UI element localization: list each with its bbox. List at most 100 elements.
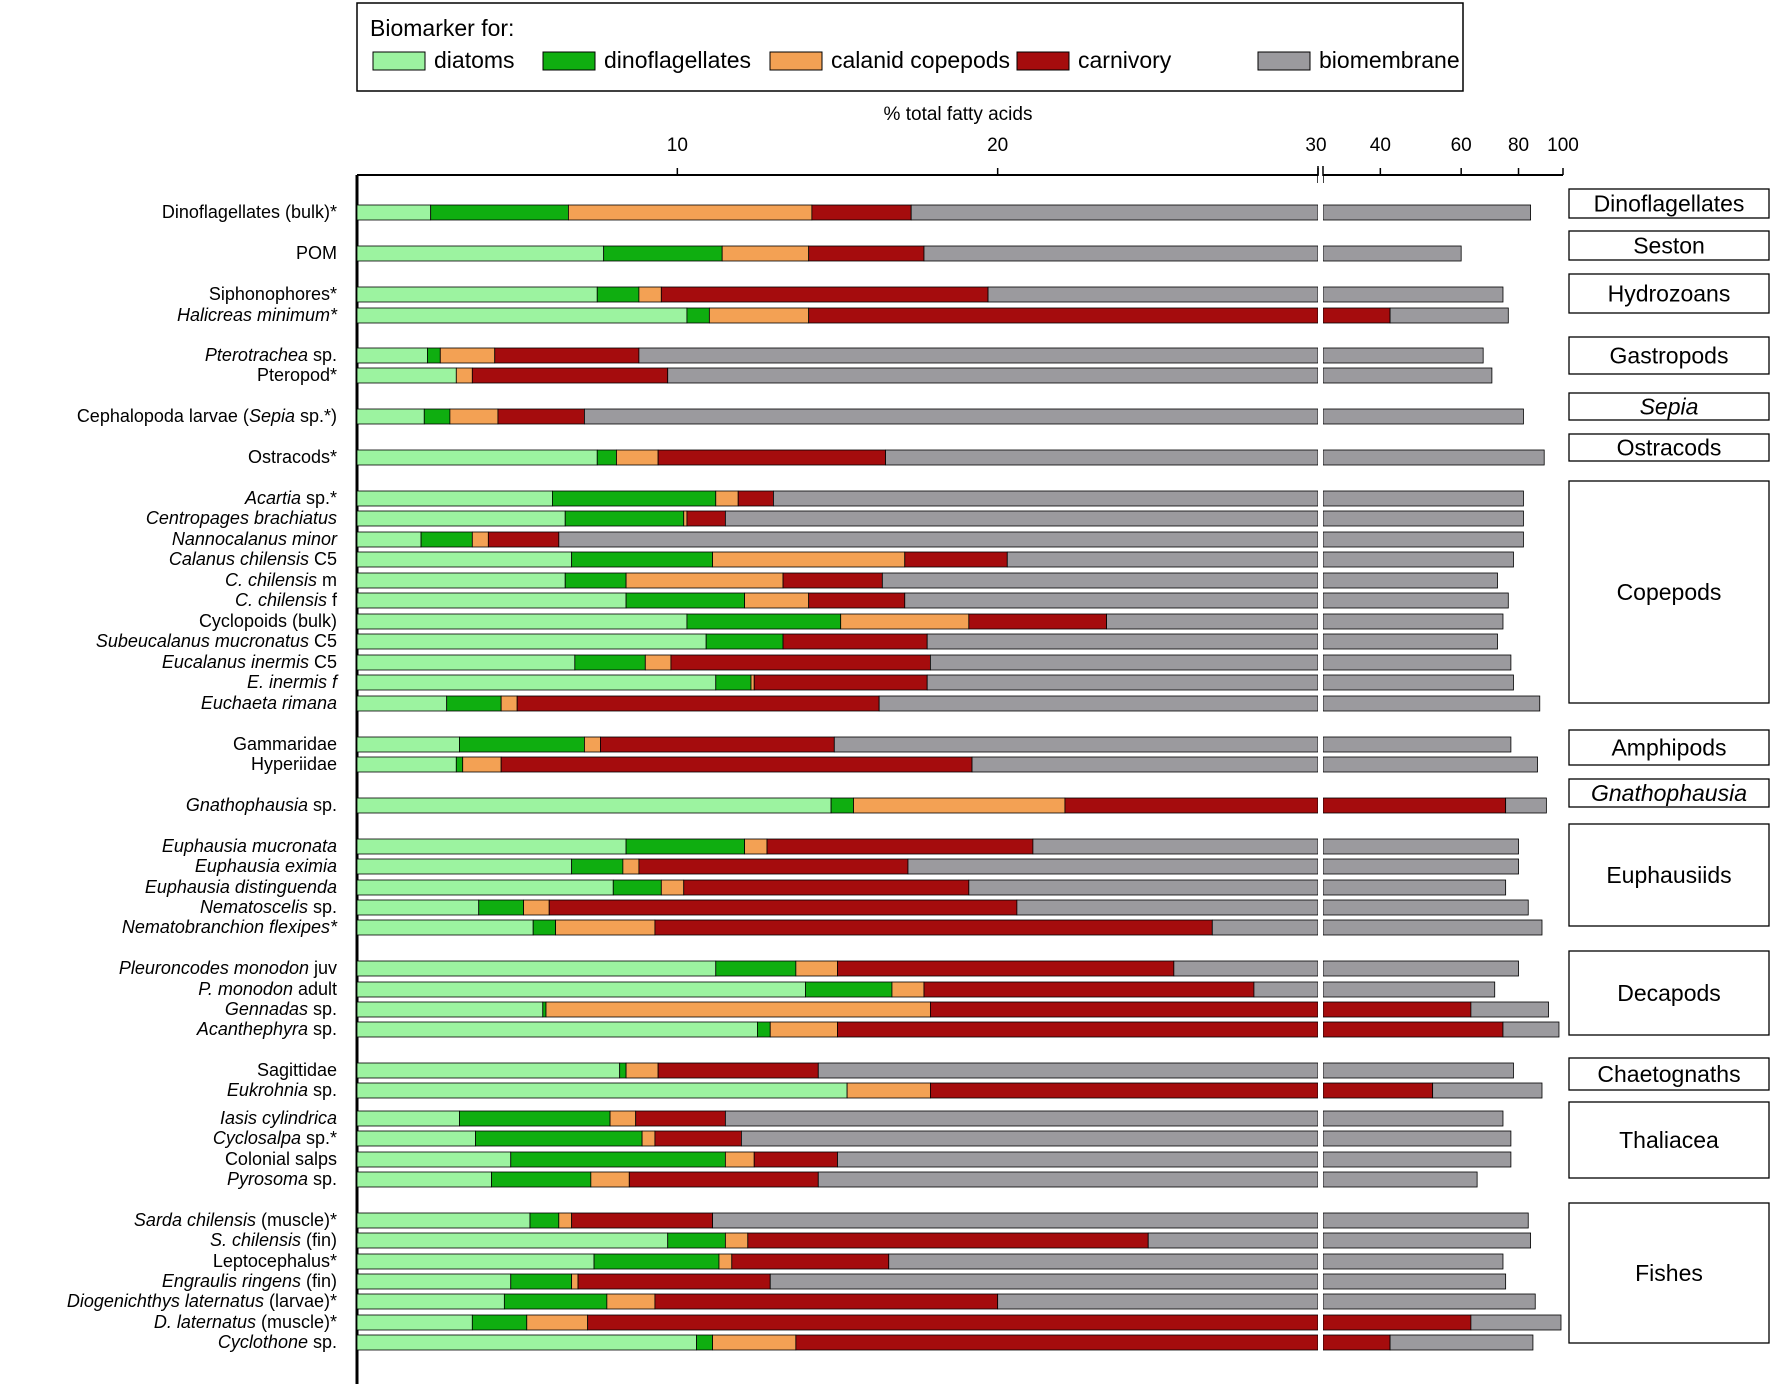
bar-14-diatoms — [356, 613, 688, 630]
bar-8-calanid-copepods — [715, 490, 739, 507]
row-label-6: Cephalopoda larvae (Sepia sp.*) — [77, 406, 337, 426]
row-label-2: Siphonophores* — [209, 284, 337, 304]
bar-36-diatoms — [356, 1171, 492, 1188]
bar-34-calanid-copepods — [641, 1130, 656, 1147]
bar-39-dinoflagellates — [593, 1253, 720, 1270]
bar-35-biomembrane — [1322, 1151, 1512, 1168]
bar-17-dinoflagellates — [715, 674, 752, 691]
bar-18-calanid-copepods — [500, 695, 518, 712]
bar-42-calanid-copepods — [526, 1314, 589, 1331]
x-axis-label: % total fatty acids — [884, 104, 1033, 125]
bar-9-diatoms — [356, 510, 566, 527]
bar-27-dinoflagellates — [715, 960, 797, 977]
bar-13-dinoflagellates — [625, 592, 746, 609]
bar-12-carnivory — [782, 572, 883, 589]
bar-15-diatoms — [356, 633, 707, 650]
bar-26-biomembrane — [1322, 919, 1543, 936]
bar-26-carnivory — [654, 919, 1213, 936]
group-box-decapods — [1568, 950, 1770, 1036]
x-tick-label-30: 30 — [1305, 135, 1326, 156]
row-label-13: C. chilensis f — [235, 590, 338, 610]
bar-0-carnivory — [811, 204, 912, 221]
bar-29-biomembrane — [1470, 1001, 1549, 1018]
bar-3-carnivory — [808, 307, 1319, 324]
bar-32-carnivory — [929, 1082, 1319, 1099]
bar-31-carnivory — [657, 1062, 819, 1079]
row-label-9: Centropages brachiatus — [146, 508, 337, 528]
bar-5-biomembrane — [1322, 367, 1493, 384]
bar-22-diatoms — [356, 838, 627, 855]
bar-16-dinoflagellates — [574, 654, 646, 671]
bar-2-diatoms — [356, 286, 598, 303]
row-label-39: Leptocephalus* — [213, 1251, 337, 1271]
bar-18-biomembrane — [1322, 695, 1541, 712]
row-label-0: Dinoflagellates (bulk)* — [162, 202, 337, 222]
bar-34-biomembrane — [1322, 1130, 1512, 1147]
bar-19-diatoms — [356, 736, 460, 753]
bar-22-dinoflagellates — [625, 838, 746, 855]
group-label-seston: Seston — [1633, 233, 1705, 259]
bar-1-diatoms — [356, 245, 605, 262]
legend-swatch-carnivory — [1016, 51, 1070, 71]
bar-38-diatoms — [356, 1232, 669, 1249]
bar-36-biomembrane — [1322, 1171, 1478, 1188]
x-tick-label-20: 20 — [987, 135, 1008, 156]
bar-4-biomembrane — [638, 347, 1319, 364]
bar-6-carnivory — [497, 408, 585, 425]
row-label-29: Gennadas sp. — [225, 999, 337, 1019]
bar-3-calanid-copepods — [708, 307, 810, 324]
bar-34-biomembrane — [741, 1130, 1319, 1147]
bar-2-dinoflagellates — [596, 286, 640, 303]
x-tick-label-100: 100 — [1547, 135, 1579, 156]
bar-22-carnivory — [766, 838, 1034, 855]
bar-29-carnivory — [1322, 1001, 1472, 1018]
row-label-11: Calanus chilensis C5 — [169, 549, 337, 569]
bar-29-dinoflagellates — [542, 1001, 547, 1018]
bar-7-calanid-copepods — [616, 449, 659, 466]
bar-33-calanid-copepods — [609, 1110, 637, 1127]
row-label-43: Cyclothone sp. — [218, 1332, 337, 1352]
bar-23-calanid-copepods — [622, 858, 640, 875]
bar-12-diatoms — [356, 572, 566, 589]
bar-0-calanid-copepods — [568, 204, 813, 221]
bar-31-biomembrane — [1322, 1062, 1514, 1079]
bar-28-diatoms — [356, 981, 806, 998]
bar-35-calanid-copepods — [724, 1151, 755, 1168]
group-label-euphausiids: Euphausiids — [1606, 862, 1731, 888]
bar-41-calanid-copepods — [606, 1293, 656, 1310]
legend-swatch-calanid-copepods — [769, 51, 823, 71]
bar-8-diatoms — [356, 490, 553, 507]
bar-34-diatoms — [356, 1130, 476, 1147]
bar-19-calanid-copepods — [584, 736, 601, 753]
row-label-7: Ostracods* — [248, 447, 337, 467]
bar-40-dinoflagellates — [510, 1273, 573, 1290]
bar-6-calanid-copepods — [449, 408, 499, 425]
bar-19-biomembrane — [1322, 736, 1512, 753]
bar-43-diatoms — [356, 1334, 697, 1351]
group-label-copepods: Copepods — [1617, 579, 1722, 605]
group-box-seston — [1568, 230, 1770, 261]
bar-1-biomembrane — [1322, 245, 1462, 262]
row-label-22: Euphausia mucronata — [162, 836, 337, 856]
bar-42-dinoflagellates — [471, 1314, 528, 1331]
bar-23-carnivory — [638, 858, 909, 875]
legend-swatch-diatoms — [372, 51, 426, 71]
bar-35-carnivory — [753, 1151, 838, 1168]
bar-7-biomembrane — [1322, 449, 1545, 466]
bar-4-carnivory — [494, 347, 640, 364]
row-label-3: Halicreas minimum* — [177, 305, 338, 325]
bar-24-calanid-copepods — [660, 879, 685, 896]
bar-37-biomembrane — [712, 1212, 1319, 1229]
legend-frame — [356, 2, 1464, 92]
bar-23-diatoms — [356, 858, 573, 875]
bar-40-biomembrane — [1322, 1273, 1507, 1290]
bar-27-biomembrane — [1322, 960, 1519, 977]
bar-2-carnivory — [660, 286, 989, 303]
bar-37-calanid-copepods — [558, 1212, 573, 1229]
bar-40-diatoms — [356, 1273, 512, 1290]
bar-27-calanid-copepods — [795, 960, 838, 977]
bar-18-diatoms — [356, 695, 448, 712]
group-box-gastropods — [1568, 336, 1770, 375]
bar-16-biomembrane — [929, 654, 1319, 671]
legend-label-dinoflagellates: dinoflagellates — [604, 47, 751, 73]
